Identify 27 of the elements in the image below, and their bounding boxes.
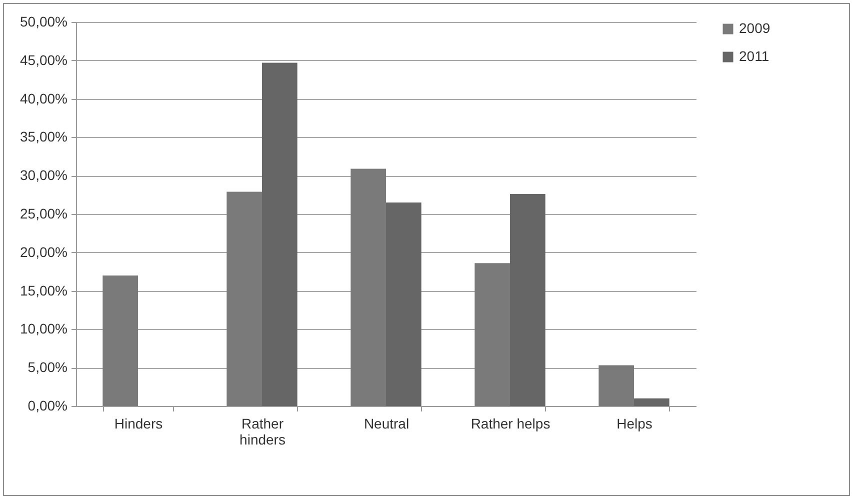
legend-label: 2011	[739, 48, 770, 64]
bar	[474, 263, 510, 406]
x-tick-label: Hinders	[114, 416, 163, 432]
y-tick-label: 40,00%	[20, 90, 68, 106]
x-tick-label: Rather hinders	[240, 416, 286, 448]
x-tick-label: Rather helps	[470, 416, 550, 432]
x-tick-label: Neutral	[364, 416, 410, 432]
bar	[350, 168, 386, 406]
bar	[634, 398, 670, 406]
y-tick-label: 50,00%	[20, 14, 68, 30]
y-tick-label: 5,00%	[28, 359, 68, 376]
y-tick-label: 10,00%	[20, 320, 68, 337]
bar	[226, 192, 262, 406]
bar	[598, 365, 634, 406]
y-tick-label: 35,00%	[20, 128, 68, 145]
y-tick-label: 45,00%	[20, 52, 68, 68]
x-tick-label: Helps	[616, 416, 652, 432]
legend-label: 2009	[739, 20, 770, 36]
bar	[102, 275, 138, 406]
bar	[510, 194, 546, 406]
y-tick-label: 20,00%	[20, 244, 68, 260]
y-tick-label: 0,00%	[28, 398, 68, 414]
y-tick-label: 30,00%	[20, 167, 68, 184]
y-tick-label: 25,00%	[20, 206, 68, 222]
bar	[262, 62, 298, 406]
bar	[386, 202, 422, 406]
y-tick-label: 15,00%	[20, 282, 68, 298]
